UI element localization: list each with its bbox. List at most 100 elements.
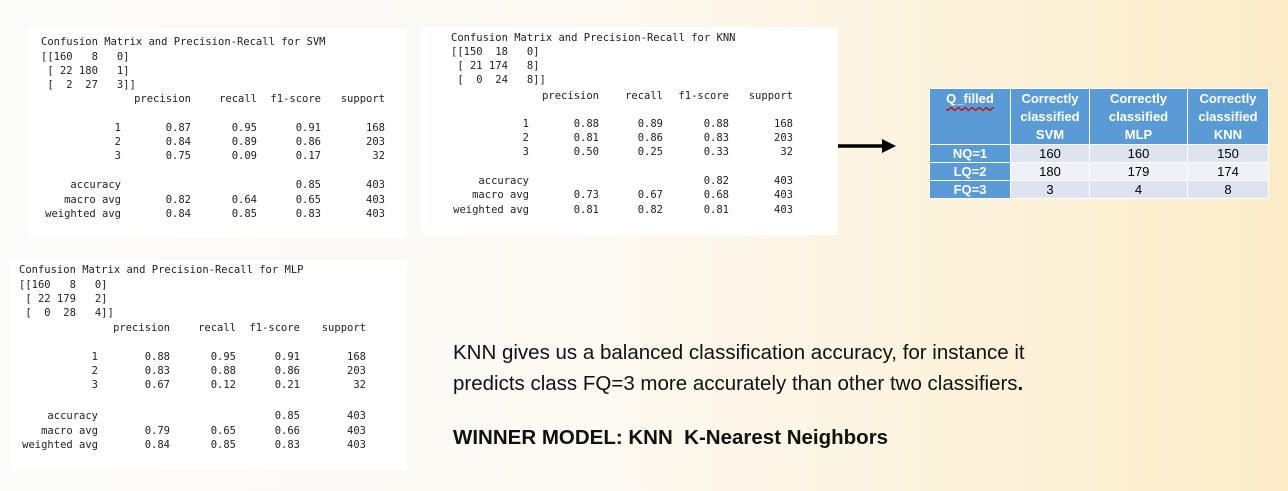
header-line: MLP (1124, 127, 1153, 142)
row-label: 3 (91, 379, 98, 391)
header-f1: f1-score (678, 90, 729, 102)
description-line-text: predicts class FQ=3 more accurately than… (453, 372, 1018, 395)
header-line: classified (1108, 109, 1169, 124)
header-line: Correctly (1199, 91, 1257, 106)
description-text: KNN gives us a balanced classification a… (453, 337, 1273, 399)
recall-value: 0.95 (231, 122, 257, 134)
row-header: NQ=1 (929, 144, 1011, 163)
f1-value: 0.83 (295, 208, 321, 220)
precision-value: 0.82 (165, 194, 191, 206)
row-label: 2 (91, 365, 98, 377)
svm-cell: 160 (1010, 144, 1090, 163)
header-recall: recall (219, 93, 257, 105)
header-mlp: Correctly classified MLP (1089, 88, 1188, 145)
macro-label: macro avg (472, 189, 529, 201)
f1-value: 0.83 (703, 132, 729, 144)
support-value: 403 (774, 204, 793, 216)
support-value: 32 (780, 146, 793, 158)
header-line: Q_filled (946, 91, 994, 106)
recall-value: 0.65 (210, 425, 236, 437)
header-recall: recall (198, 322, 236, 334)
row-label: 2 (522, 132, 529, 144)
matrix-row: [ 21 174 8] (451, 60, 540, 72)
header-support: support (340, 93, 385, 105)
recall-value: 0.64 (231, 194, 257, 206)
accuracy-f1: 0.85 (274, 410, 300, 422)
header-line: Correctly (1021, 91, 1079, 106)
support-value: 203 (774, 132, 793, 144)
f1-value: 0.86 (274, 365, 300, 377)
precision-value: 0.83 (144, 365, 170, 377)
recall-value: 0.89 (231, 136, 257, 148)
support-value: 403 (347, 425, 366, 437)
header-q-filled: Q_filled (929, 88, 1011, 145)
support-value: 403 (366, 194, 385, 206)
precision-value: 0.67 (144, 379, 170, 391)
accuracy-label: accuracy (70, 179, 121, 191)
recall-value: 0.09 (231, 150, 257, 162)
f1-value: 0.21 (274, 379, 300, 391)
precision-value: 0.84 (165, 136, 191, 148)
header-precision: precision (113, 322, 170, 334)
support-value: 203 (366, 136, 385, 148)
report-title: Confusion Matrix and Precision-Recall fo… (19, 264, 304, 276)
support-value: 168 (366, 122, 385, 134)
support-value: 32 (372, 150, 385, 162)
support-value: 32 (353, 379, 366, 391)
f1-value: 0.88 (703, 118, 729, 130)
table-row: FQ=3 3 4 8 (929, 180, 1269, 199)
header-precision: precision (542, 90, 599, 102)
mlp-cell: 179 (1089, 162, 1188, 181)
row-label: 1 (91, 351, 98, 363)
knn-cell: 8 (1187, 180, 1269, 199)
f1-value: 0.86 (295, 136, 321, 148)
mlp-cell: 160 (1089, 144, 1188, 163)
table-header-row: Q_filled Correctly classified SVM Correc… (929, 88, 1269, 145)
support-value: 403 (347, 439, 366, 451)
header-line: classified (1020, 109, 1080, 124)
f1-value: 0.17 (295, 150, 321, 162)
svm-cell: 180 (1010, 162, 1090, 181)
row-label: 2 (114, 136, 121, 148)
support-value: 168 (347, 351, 366, 363)
header-f1: f1-score (270, 93, 321, 105)
recall-value: 0.89 (637, 118, 663, 130)
f1-value: 0.33 (703, 146, 729, 158)
matrix-row: [ 0 28 4]] (19, 307, 114, 319)
header-line: classified (1198, 109, 1258, 124)
weighted-label: weighted avg (22, 439, 98, 451)
mlp-cell: 4 (1089, 180, 1188, 199)
precision-value: 0.75 (165, 150, 191, 162)
header-line: KNN (1213, 127, 1243, 142)
recall-value: 0.25 (637, 146, 663, 158)
winner-model-text: WINNER MODEL: KNN K-Nearest Neighbors (453, 426, 889, 449)
precision-value: 0.88 (573, 118, 599, 130)
f1-value: 0.68 (703, 189, 729, 201)
support-value: 168 (774, 118, 793, 130)
svm-report-panel: Confusion Matrix and Precision-Recall fo… (27, 28, 407, 238)
f1-value: 0.65 (295, 194, 321, 206)
row-label: 1 (522, 118, 529, 130)
mlp-report-panel: Confusion Matrix and Precision-Recall fo… (10, 260, 407, 470)
header-line: Correctly (1109, 91, 1168, 106)
precision-value: 0.79 (144, 425, 170, 437)
precision-value: 0.81 (573, 204, 599, 216)
matrix-row: [ 22 179 2] (19, 293, 108, 305)
recall-value: 0.82 (637, 204, 663, 216)
description-line: KNN gives us a balanced classification a… (453, 341, 1025, 364)
row-label: 3 (522, 146, 529, 158)
row-label: 1 (114, 122, 121, 134)
weighted-label: weighted avg (45, 208, 121, 220)
precision-value: 0.88 (144, 351, 170, 363)
recall-value: 0.86 (637, 132, 663, 144)
summary-table: Q_filled Correctly classified SVM Correc… (929, 88, 1269, 199)
macro-label: macro avg (41, 425, 98, 437)
precision-value: 0.84 (165, 208, 191, 220)
matrix-row: [ 2 27 3]] (41, 79, 136, 91)
table-row: NQ=1 160 160 150 (929, 144, 1269, 163)
precision-value: 0.87 (165, 122, 191, 134)
f1-value: 0.66 (274, 425, 300, 437)
knn-cell: 174 (1187, 162, 1269, 181)
recall-value: 0.67 (637, 189, 663, 201)
accuracy-support: 403 (347, 410, 366, 422)
